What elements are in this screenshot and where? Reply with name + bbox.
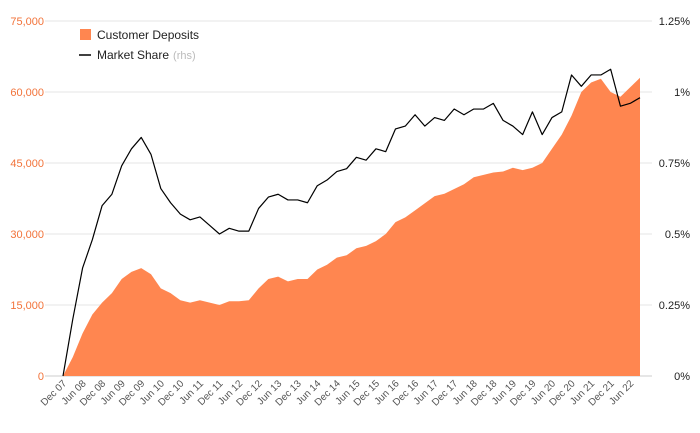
right-axis: 0% 0.25% 0.5% 0.75% 1% 1.25% [659,16,690,383]
left-axis: 0 15,000 30,000 45,000 60,000 75,000 [10,16,44,383]
y-right-tick-label: 0.5% [665,229,690,241]
legend-label-market-share-name: Market Share [97,48,169,62]
legend-label-customer-deposits: Customer Deposits [97,28,199,42]
y-left-tick-label: 75,000 [10,16,44,28]
y-right-tick-label: 1.25% [659,16,690,28]
deposits-area [63,77,640,377]
y-right-tick-label: 0% [674,371,690,383]
legend-swatch-customer-deposits [80,29,91,40]
market-share-line [62,68,641,377]
y-left-tick-label: 30,000 [10,229,44,241]
y-left-tick-label: 15,000 [10,300,44,312]
legend-label-market-share-note: (rhs) [173,50,196,62]
y-right-tick-label: 0.25% [659,300,690,312]
y-right-tick-label: 1% [674,87,690,99]
legend-label-market-share: Market Share (rhs) [97,48,196,62]
y-right-tick-label: 0.75% [659,158,690,170]
y-left-tick-label: 60,000 [10,87,44,99]
market-share-line-layer [62,68,641,377]
y-left-tick-label: 0 [38,371,44,383]
y-left-tick-label: 45,000 [10,158,44,170]
legend: Customer Deposits Market Share (rhs) [79,28,199,62]
deposits-area-layer [63,77,640,377]
